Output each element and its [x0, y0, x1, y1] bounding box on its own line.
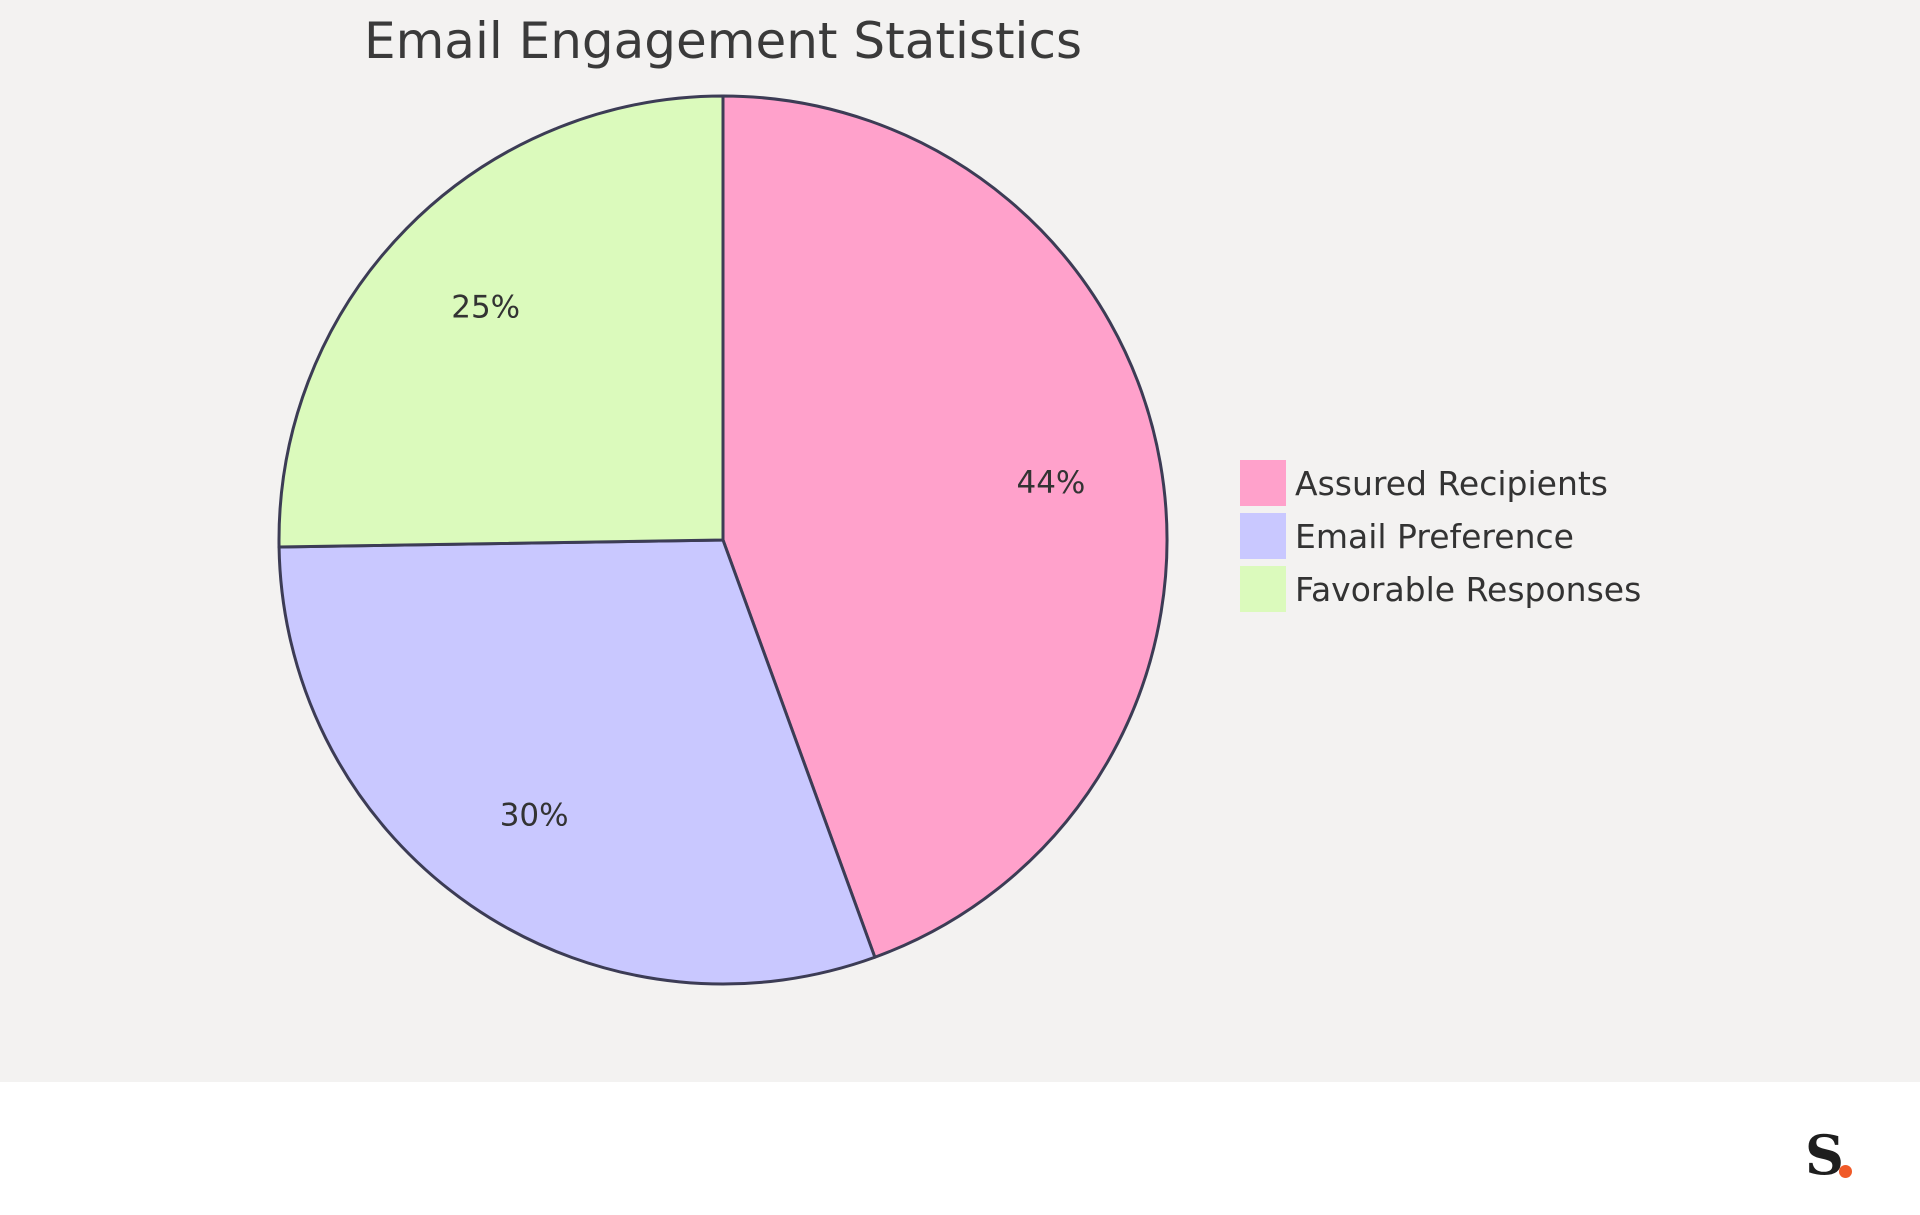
legend-label-email-preference: Email Preference: [1295, 517, 1574, 556]
legend-swatch-assured-recipients: [1240, 460, 1286, 506]
brand-logo: S: [1805, 1125, 1865, 1185]
legend-swatch-email-preference: [1240, 513, 1286, 559]
legend-swatch-favorable-responses: [1240, 566, 1286, 612]
slice-value-label-favorable-responses: 25%: [451, 289, 520, 325]
slice-value-label-assured-recipients: 44%: [1016, 465, 1085, 501]
chart-title: Email Engagement Statistics: [364, 12, 1082, 70]
pie-slice-assured-recipients: [721, 94, 1169, 959]
footer: [0, 1082, 1920, 1215]
logo-letter: S: [1805, 1123, 1844, 1187]
legend-label-assured-recipients: Assured Recipients: [1295, 464, 1608, 503]
pie-chart: Email Engagement Statistics 44% 30% 25% As…: [277, 12, 1641, 986]
legend: Assured Recipients Email Preference Favora…: [1240, 460, 1641, 612]
pie-slice-favorable-responses: [277, 94, 725, 549]
pie-slice-email-preference: [277, 538, 877, 986]
chart-area: Email Engagement Statistics 44% 30% 25% As…: [0, 0, 1920, 1082]
logo-dot-icon: [1839, 1165, 1852, 1178]
slice-value-label-email-preference: 30%: [500, 797, 569, 833]
legend-label-favorable-responses: Favorable Responses: [1295, 570, 1641, 609]
pie-slice-labels: 44% 30% 25%: [451, 289, 1085, 833]
pie-slices: [277, 94, 1169, 986]
